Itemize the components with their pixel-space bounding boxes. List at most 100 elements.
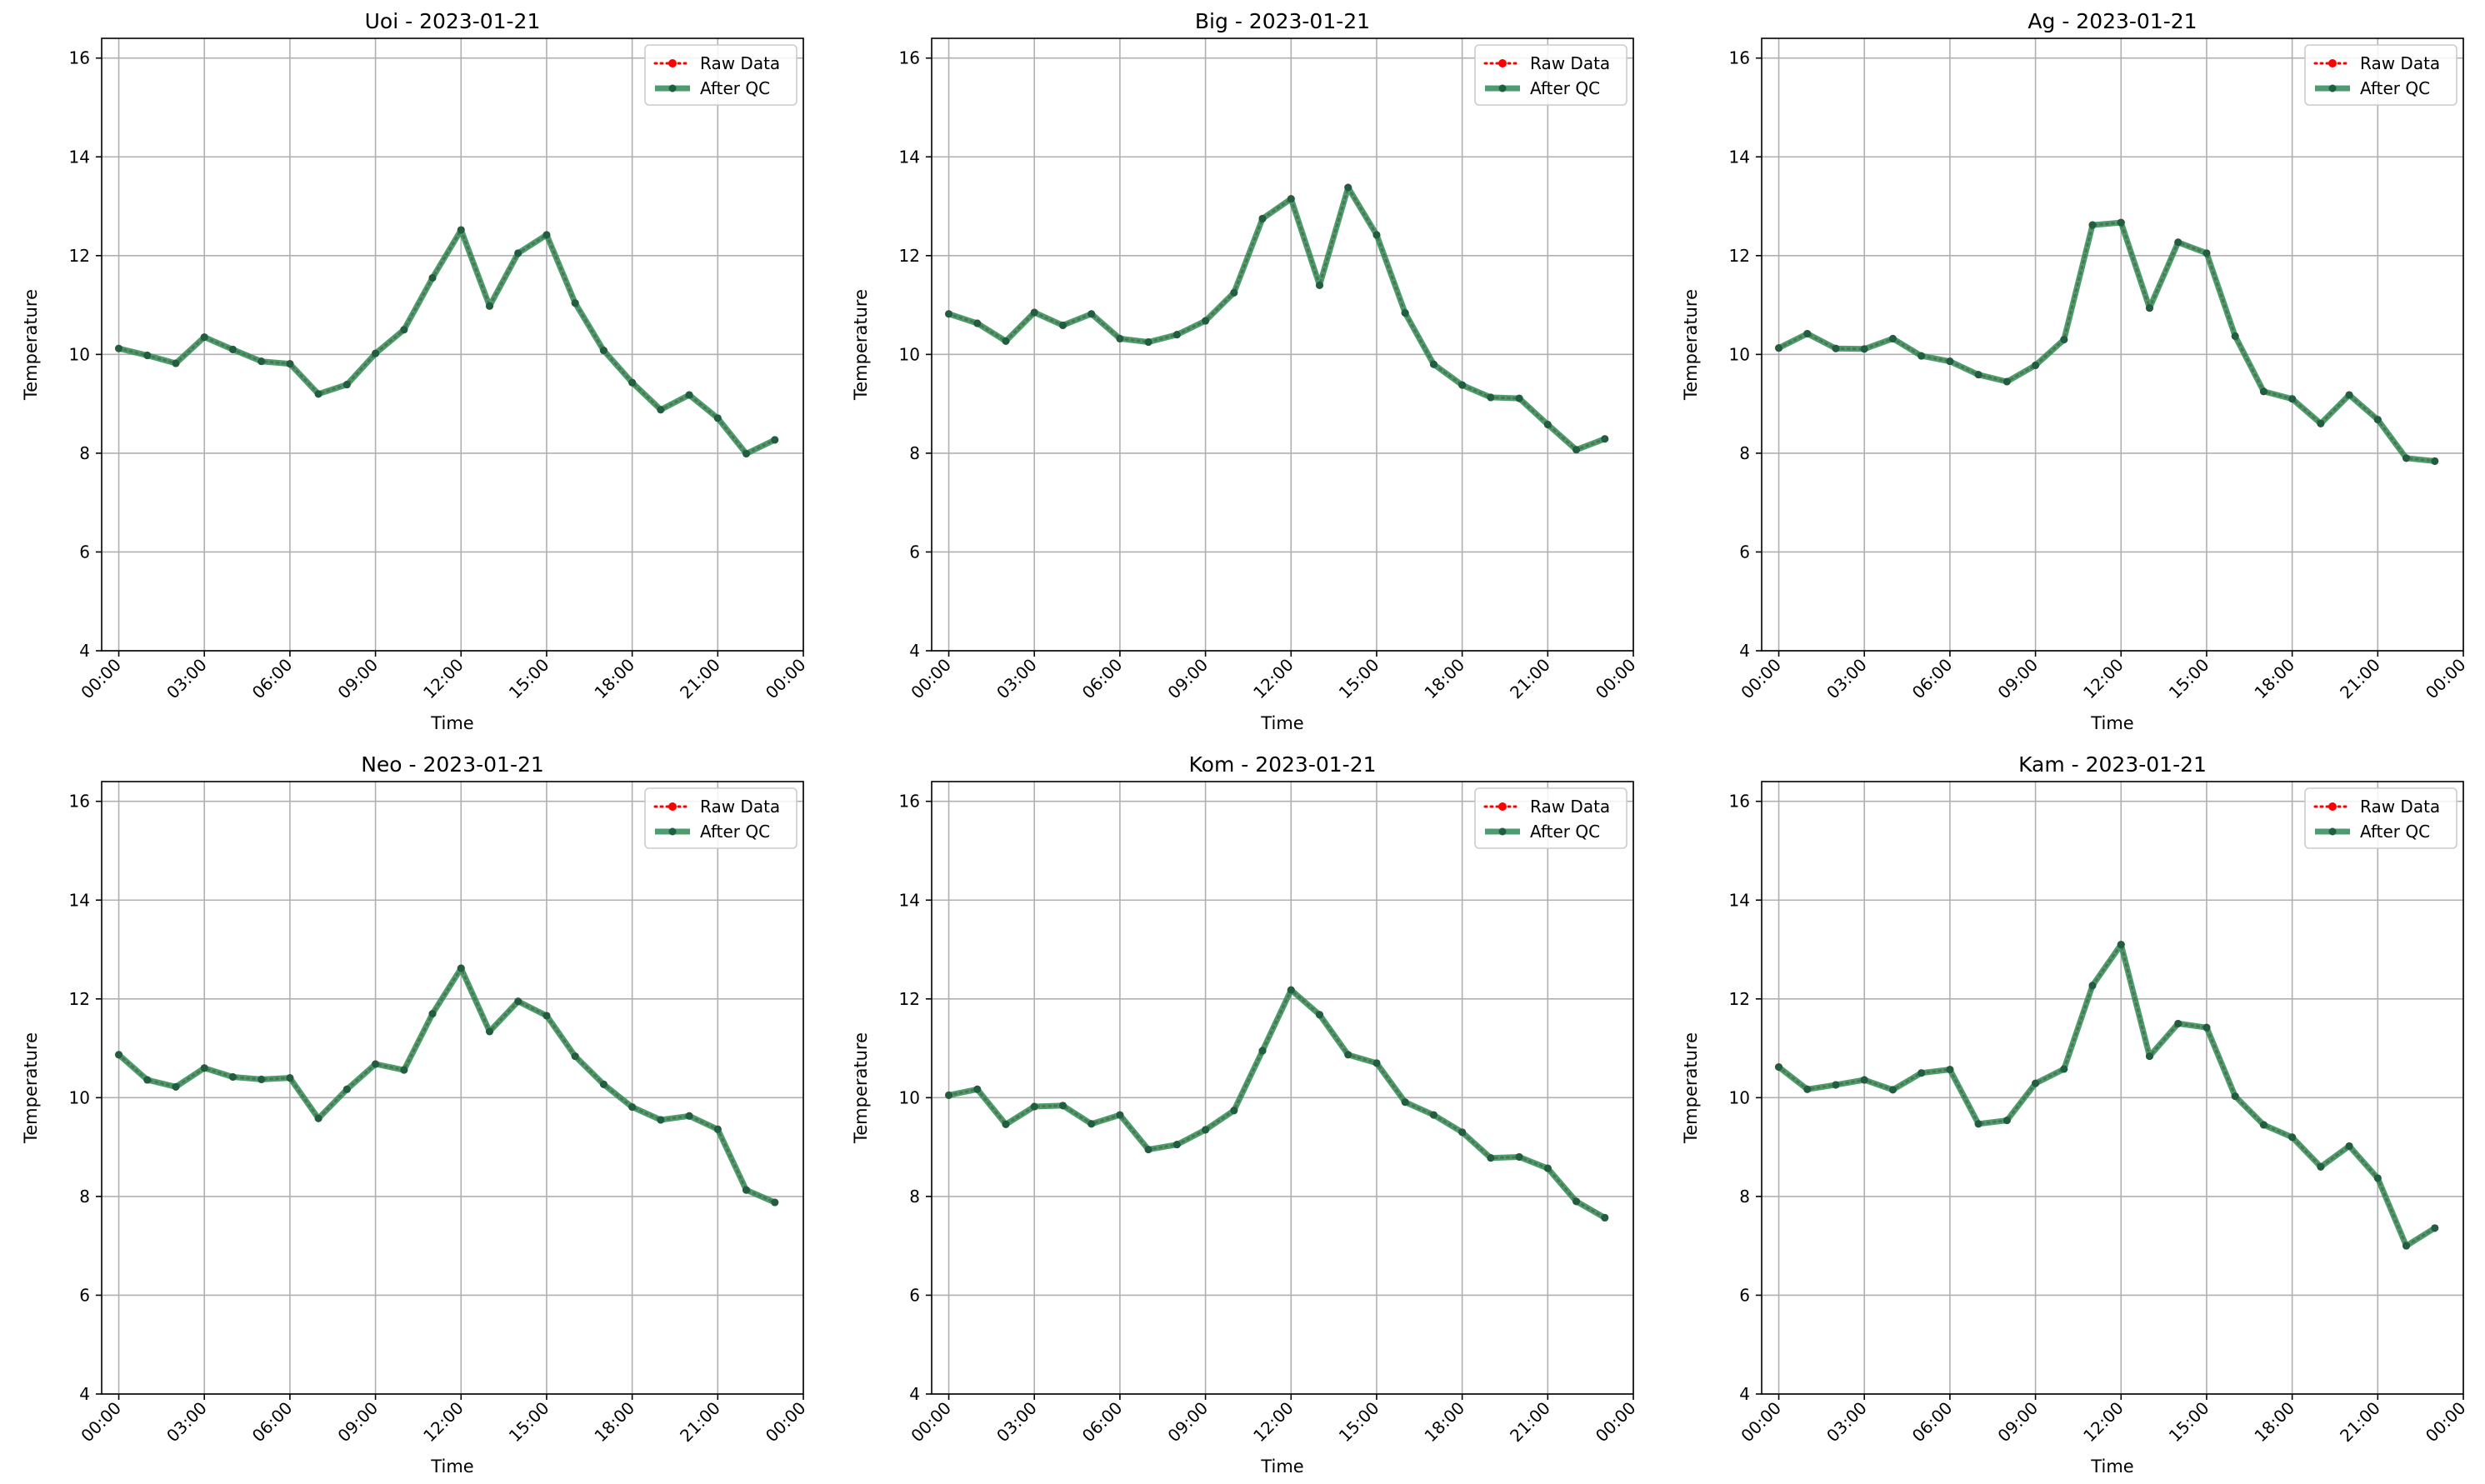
series-line-raw [1778,942,2437,1248]
qc-point [2174,238,2182,247]
y-tick-label: 16 [1729,792,1750,812]
qc-point [1860,345,1868,353]
qc-point [2259,387,2268,396]
qc-point [1974,1120,1982,1128]
y-tick-label: 8 [79,443,90,463]
y-tick-label: 10 [69,1087,90,1107]
y-tick-label: 14 [69,890,90,910]
qc-point [485,302,493,310]
qc-point [1572,446,1581,454]
series-line-qc [1777,942,2437,1249]
qc-point [713,414,722,422]
qc-point [599,1080,608,1088]
qc-point [1487,1154,1495,1162]
qc-point [771,436,779,444]
y-tick-label: 4 [1739,641,1750,661]
x-tick-label: 09:00 [333,1398,382,1447]
legend-qc-marker [1498,827,1507,836]
x-tick-label: 12:00 [419,1398,468,1447]
qc-point [400,326,408,334]
qc-point [1429,360,1438,368]
y-tick-label: 10 [1729,1087,1750,1107]
qc-point [428,273,437,282]
y-tick-label: 10 [899,344,920,364]
qc-point [143,1076,152,1084]
legend-raw-label: Raw Data [1530,797,1610,817]
legend-qc-marker [668,827,677,836]
legend-qc-label: After QC [2360,78,2430,98]
qc-point [457,226,465,234]
qc-point [1030,1102,1038,1111]
qc-point [771,1198,779,1207]
qc-point [1372,1059,1381,1067]
x-tick-label: 21:00 [1506,655,1554,703]
x-tick-label: 03:00 [162,655,211,703]
qc-point [372,1060,380,1068]
qc-point [372,349,380,357]
legend: Raw Data After QC [1474,44,1628,106]
qc-point [657,1116,665,1124]
qc-point [1543,421,1552,429]
x-tick-label: 06:00 [248,655,297,703]
qc-point [1315,281,1323,289]
subplot-1: 4 6 8 10 12 14 16 00:00 03:00 06:00 09:00 12:00 15:0… [851,9,1640,733]
y-tick-label: 12 [69,989,90,1009]
legend-qc-marker [668,84,677,92]
qc-point [1116,334,1124,342]
qc-point [1803,1085,1812,1093]
qc-point [1172,1141,1181,1149]
qc-point [1344,183,1352,192]
x-tick-label: 00:00 [762,655,810,703]
qc-point [2032,361,2040,369]
qc-point [2345,391,2353,399]
x-tick-label: 18:00 [2250,1398,2298,1447]
x-tick-label: 00:00 [2422,1398,2470,1447]
x-tick-label: 03:00 [1822,655,1871,703]
legend: Raw Data After QC [1474,787,1628,849]
qc-point [2431,457,2439,465]
x-tick-label: 00:00 [1737,655,1785,703]
x-tick-label: 21:00 [2336,1398,2384,1447]
axes-frame [1761,781,2464,1395]
qc-point [1116,1111,1124,1119]
qc-point [1372,231,1381,239]
axes-frame [931,781,1634,1395]
qc-point [1515,394,1523,402]
y-tick-label: 4 [79,641,90,661]
qc-point [2373,416,2382,424]
axes-frame [1761,37,2464,652]
legend: Raw Data After QC [2304,44,2458,106]
x-tick-label: 09:00 [1163,655,1212,703]
qc-point [1144,338,1152,347]
x-tick-label: 00:00 [2422,655,2470,703]
x-tick-label: 06:00 [1908,1398,1957,1447]
qc-point [742,1186,751,1194]
x-tick-label: 21:00 [1506,1398,1554,1447]
qc-point [2317,1162,2325,1171]
x-tick-label: 15:00 [2165,655,2213,703]
y-tick-label: 10 [1729,344,1750,364]
x-tick-label: 06:00 [1908,655,1957,703]
qc-point [973,319,982,327]
x-tick-label: 12:00 [1249,1398,1298,1447]
qc-point [1860,1076,1868,1084]
x-axis-label: Time [2090,1457,2133,1477]
y-axis-label: Temperature [851,1032,871,1144]
x-tick-label: 03:00 [992,1398,1041,1447]
qc-point [2002,1117,2011,1125]
subplot-title: Uoi - 2023-01-21 [365,9,541,33]
series-line-raw [118,965,777,1204]
x-tick-label: 00:00 [762,1398,810,1447]
x-tick-label: 00:00 [907,655,955,703]
qc-point [200,1064,208,1072]
y-tick-label: 16 [69,792,90,812]
x-tick-label: 18:00 [590,655,638,703]
x-tick-label: 18:00 [590,1398,638,1447]
qc-point [685,391,693,399]
qc-point [599,347,608,355]
qc-point [2202,1023,2211,1032]
qc-point [1230,1107,1238,1115]
x-tick-label: 18:00 [1420,655,1468,703]
y-axis-label: Temperature [21,289,41,401]
qc-point [1601,435,1609,443]
